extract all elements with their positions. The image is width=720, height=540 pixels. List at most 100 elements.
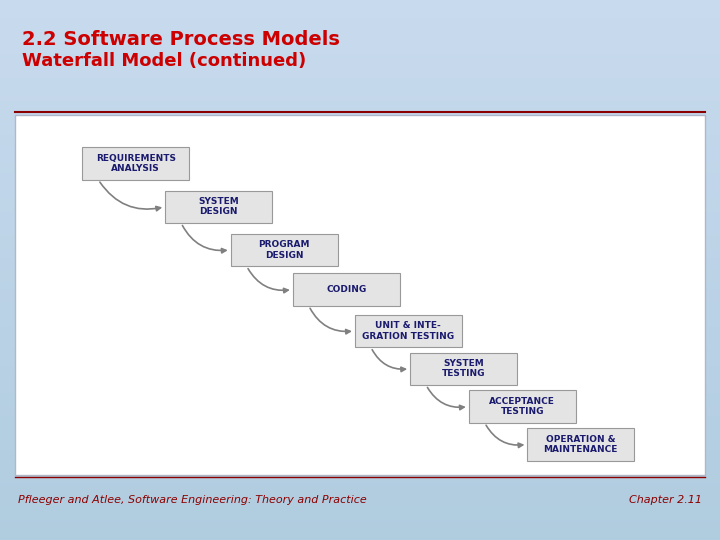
Bar <box>0 156 720 157</box>
Bar <box>0 33 720 34</box>
Bar <box>0 306 720 307</box>
Bar <box>0 523 720 524</box>
Bar <box>0 462 720 463</box>
Bar <box>0 302 720 303</box>
Bar <box>0 61 720 62</box>
Bar <box>0 66 720 67</box>
Bar <box>0 503 720 504</box>
Bar <box>0 51 720 52</box>
Bar <box>0 197 720 198</box>
Bar <box>0 28 720 29</box>
Bar <box>0 206 720 207</box>
Bar <box>0 196 720 197</box>
Bar <box>0 164 720 165</box>
Bar <box>0 175 720 176</box>
Bar <box>0 259 720 260</box>
Bar <box>0 276 720 277</box>
Bar <box>0 318 720 319</box>
Bar <box>0 240 720 241</box>
Bar <box>0 257 720 258</box>
Bar <box>0 331 720 332</box>
Bar <box>0 55 720 56</box>
Bar <box>0 303 720 304</box>
Bar <box>0 143 720 144</box>
Bar <box>0 17 720 18</box>
Bar <box>0 353 720 354</box>
Bar <box>0 389 720 390</box>
Bar <box>0 105 720 106</box>
Bar <box>0 406 720 407</box>
Bar <box>0 267 720 268</box>
Bar <box>0 16 720 17</box>
Bar <box>0 337 720 338</box>
Bar <box>0 492 720 493</box>
Bar <box>0 252 720 253</box>
Bar <box>0 335 720 336</box>
Bar <box>0 204 720 205</box>
Bar <box>0 341 720 342</box>
Bar <box>0 420 720 421</box>
Bar <box>0 227 720 228</box>
Bar <box>0 71 720 72</box>
Bar <box>0 129 720 130</box>
Bar <box>0 15 720 16</box>
Bar <box>0 449 720 450</box>
Bar <box>0 539 720 540</box>
Bar <box>0 338 720 339</box>
Bar <box>0 497 720 498</box>
Bar <box>0 250 720 251</box>
Bar <box>0 258 720 259</box>
Bar <box>0 473 720 474</box>
Bar <box>0 380 720 381</box>
Bar <box>0 422 720 423</box>
Bar <box>0 60 720 61</box>
Bar <box>0 433 720 434</box>
Bar <box>0 202 720 203</box>
Bar <box>0 40 720 41</box>
Bar <box>0 114 720 115</box>
Bar <box>0 9 720 10</box>
Bar <box>0 502 720 503</box>
Bar <box>0 38 720 39</box>
Bar <box>0 376 720 377</box>
Bar <box>0 504 720 505</box>
Bar <box>0 136 720 137</box>
Bar <box>0 192 720 193</box>
Bar <box>0 171 720 172</box>
Bar <box>0 411 720 412</box>
Bar <box>0 68 720 69</box>
Bar <box>0 328 720 329</box>
Bar <box>0 133 720 134</box>
Bar <box>0 27 720 28</box>
Bar <box>0 69 720 70</box>
Bar <box>0 194 720 195</box>
Bar <box>0 453 720 454</box>
Bar <box>0 115 720 116</box>
Bar <box>0 234 720 235</box>
Bar <box>165 191 272 223</box>
Bar <box>0 161 720 162</box>
Bar <box>0 260 720 261</box>
Bar <box>0 428 720 429</box>
Bar <box>0 426 720 427</box>
Bar <box>0 272 720 273</box>
Bar <box>0 379 720 380</box>
Bar <box>0 391 720 392</box>
Bar <box>0 524 720 525</box>
Bar <box>0 233 720 234</box>
Bar <box>0 282 720 283</box>
Bar <box>0 229 720 230</box>
Bar <box>0 297 720 298</box>
Bar <box>0 109 720 110</box>
Bar <box>0 446 720 447</box>
Bar <box>0 152 720 153</box>
Bar <box>0 350 720 351</box>
Bar <box>0 106 720 107</box>
Bar <box>0 483 720 484</box>
Bar <box>0 19 720 20</box>
Bar <box>82 147 189 180</box>
Bar <box>0 293 720 294</box>
Bar <box>0 83 720 84</box>
Bar <box>0 322 720 323</box>
Bar <box>0 122 720 123</box>
